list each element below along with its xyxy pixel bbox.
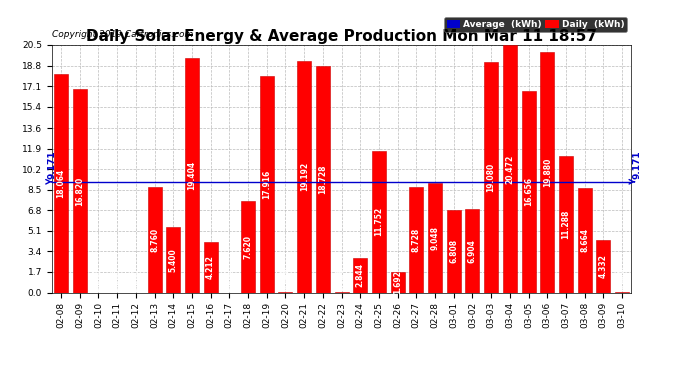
Bar [466, 209, 480, 292]
Text: 19.880: 19.880 [543, 158, 552, 187]
Text: 0.000: 0.000 [94, 268, 103, 292]
Bar [297, 61, 311, 292]
Bar [540, 53, 554, 292]
Bar [185, 58, 199, 292]
Text: 16.656: 16.656 [524, 177, 533, 207]
Text: 16.820: 16.820 [75, 176, 84, 206]
Text: Copyright 2019 Cartronics.com: Copyright 2019 Cartronics.com [52, 30, 193, 39]
Bar [54, 74, 68, 292]
Text: 19.404: 19.404 [188, 161, 197, 190]
Text: 19.192: 19.192 [299, 162, 308, 191]
Bar [428, 183, 442, 292]
Text: 0.000: 0.000 [112, 268, 121, 292]
Text: 18.728: 18.728 [318, 165, 327, 194]
Text: 19.080: 19.080 [486, 163, 495, 192]
Text: 6.808: 6.808 [449, 239, 458, 264]
Text: 8.664: 8.664 [580, 228, 589, 252]
Title: Daily Solar Energy & Average Production Mon Mar 11 18:57: Daily Solar Energy & Average Production … [86, 29, 597, 44]
Text: 0.000: 0.000 [225, 268, 234, 292]
Text: 0.020: 0.020 [618, 267, 627, 291]
Bar [148, 187, 161, 292]
Bar [316, 66, 330, 292]
Text: 0.000: 0.000 [131, 268, 140, 292]
Text: 9.171: 9.171 [47, 151, 57, 179]
Legend: Average  (kWh), Daily  (kWh): Average (kWh), Daily (kWh) [444, 17, 627, 32]
Bar [166, 227, 180, 292]
Bar [446, 210, 461, 292]
Text: 9.048: 9.048 [431, 226, 440, 250]
Text: 0.056: 0.056 [337, 267, 346, 291]
Bar [484, 62, 498, 292]
Text: 11.288: 11.288 [562, 210, 571, 239]
Bar [596, 240, 611, 292]
Text: 11.752: 11.752 [375, 207, 384, 236]
Text: 4.332: 4.332 [599, 254, 608, 278]
Bar [559, 156, 573, 292]
Text: 1.692: 1.692 [393, 270, 402, 294]
Bar [578, 188, 591, 292]
Text: 8.760: 8.760 [150, 228, 159, 252]
Text: 6.904: 6.904 [468, 239, 477, 263]
Bar [522, 92, 535, 292]
Bar [353, 258, 367, 292]
Text: 20.472: 20.472 [505, 154, 514, 183]
Text: 18.064: 18.064 [57, 169, 66, 198]
Text: 17.916: 17.916 [262, 170, 271, 199]
Bar [259, 76, 274, 292]
Bar [372, 151, 386, 292]
Bar [409, 187, 424, 292]
Text: 7.620: 7.620 [244, 234, 253, 258]
Bar [503, 45, 517, 292]
Text: 0.040: 0.040 [281, 267, 290, 291]
Bar [391, 272, 404, 292]
Bar [241, 201, 255, 292]
Bar [204, 242, 217, 292]
Bar [72, 89, 87, 292]
Text: 2.844: 2.844 [356, 263, 365, 287]
Text: 9.171: 9.171 [632, 151, 641, 179]
Text: 5.400: 5.400 [169, 248, 178, 272]
Text: 4.212: 4.212 [206, 255, 215, 279]
Text: 8.728: 8.728 [412, 228, 421, 252]
